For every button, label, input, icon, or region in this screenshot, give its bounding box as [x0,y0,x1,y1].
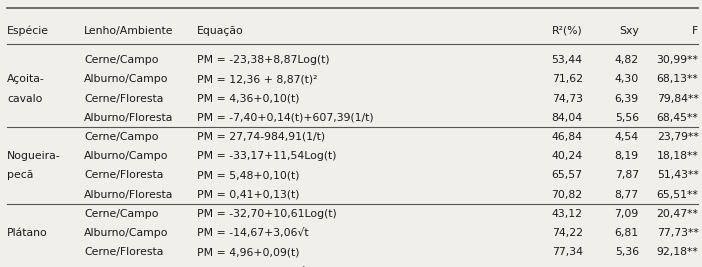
Text: 77,34: 77,34 [552,247,583,257]
Text: 68,45**: 68,45** [657,113,698,123]
Text: 65,57: 65,57 [552,170,583,180]
Text: 7,87: 7,87 [615,170,639,180]
Text: PM = 4,96+0,09(t): PM = 4,96+0,09(t) [197,247,299,257]
Text: Cerne/Floresta: Cerne/Floresta [84,247,164,257]
Text: pecã: pecã [7,170,34,180]
Text: 5,36: 5,36 [615,247,639,257]
Text: 8,77: 8,77 [615,190,639,200]
Text: 4,82: 4,82 [615,55,639,65]
Text: Equação: Equação [197,26,244,36]
Text: PM = 27,74-984,91(1/t): PM = 27,74-984,91(1/t) [197,132,325,142]
Text: 30,99**: 30,99** [656,55,698,65]
Text: Alburno/Campo: Alburno/Campo [84,151,168,161]
Text: Cerne/Campo: Cerne/Campo [84,209,159,219]
Text: 51,43**: 51,43** [657,170,698,180]
Text: PM = 0,41+0,13(t): PM = 0,41+0,13(t) [197,190,299,200]
Text: 71,62: 71,62 [552,74,583,84]
Text: Alburno/Floresta: Alburno/Floresta [84,266,173,267]
Text: PM = -33,17+11,54Log(t): PM = -33,17+11,54Log(t) [197,151,336,161]
Text: 6,39: 6,39 [615,93,639,104]
Text: Alburno/Floresta: Alburno/Floresta [84,113,173,123]
Text: F: F [692,26,698,36]
Text: 43,12: 43,12 [552,209,583,219]
Text: Lenho/Ambiente: Lenho/Ambiente [84,26,173,36]
Text: Alburno/Campo: Alburno/Campo [84,74,168,84]
Text: 79,84**: 79,84** [657,93,698,104]
Text: 6,81: 6,81 [615,228,639,238]
Text: PM = -7,40+0,14(t)+607,39(1/t): PM = -7,40+0,14(t)+607,39(1/t) [197,113,373,123]
Text: Sxy: Sxy [619,26,639,36]
Text: Espécie: Espécie [7,25,49,36]
Text: Cerne/Floresta: Cerne/Floresta [84,170,164,180]
Text: 53,44: 53,44 [552,55,583,65]
Text: 5,65: 5,65 [615,266,639,267]
Text: Cerne/Floresta: Cerne/Floresta [84,93,164,104]
Text: PM = 5,48+0,10(t): PM = 5,48+0,10(t) [197,170,299,180]
Text: R²(%): R²(%) [552,26,583,36]
Text: 7,09: 7,09 [614,209,639,219]
Text: 23,79**: 23,79** [657,132,698,142]
Text: 65,51**: 65,51** [657,190,698,200]
Text: 68,13**: 68,13** [657,74,698,84]
Text: 103,55**: 103,55** [650,266,698,267]
Text: Cerne/Campo: Cerne/Campo [84,132,159,142]
Text: 4,54: 4,54 [615,132,639,142]
Text: PM = 4,36+0,10(t): PM = 4,36+0,10(t) [197,93,299,104]
Text: 92,18**: 92,18** [657,247,698,257]
Text: 46,84: 46,84 [552,132,583,142]
Text: Cerne/Campo: Cerne/Campo [84,55,159,65]
Text: PM = -14,50+2,93√t: PM = -14,50+2,93√t [197,266,308,267]
Text: PM = -32,70+10,61Log(t): PM = -32,70+10,61Log(t) [197,209,336,219]
Text: 8,19: 8,19 [615,151,639,161]
Text: Plátano: Plátano [7,228,48,238]
Text: Alburno/Campo: Alburno/Campo [84,228,168,238]
Text: 5,56: 5,56 [615,113,639,123]
Text: PM = 12,36 + 8,87(t)²: PM = 12,36 + 8,87(t)² [197,74,317,84]
Text: 74,73: 74,73 [552,93,583,104]
Text: cavalo: cavalo [7,93,42,104]
Text: 4,30: 4,30 [614,74,639,84]
Text: 77,73**: 77,73** [657,228,698,238]
Text: PM = -23,38+8,87Log(t): PM = -23,38+8,87Log(t) [197,55,329,65]
Text: 79,32: 79,32 [552,266,583,267]
Text: 70,82: 70,82 [552,190,583,200]
Text: 74,22: 74,22 [552,228,583,238]
Text: Açoita-: Açoita- [7,74,45,84]
Text: 18,18**: 18,18** [657,151,698,161]
Text: Nogueira-: Nogueira- [7,151,60,161]
Text: 84,04: 84,04 [552,113,583,123]
Text: PM = -14,67+3,06√t: PM = -14,67+3,06√t [197,228,308,238]
Text: 20,47**: 20,47** [656,209,698,219]
Text: 40,24: 40,24 [552,151,583,161]
Text: Alburno/Floresta: Alburno/Floresta [84,190,173,200]
